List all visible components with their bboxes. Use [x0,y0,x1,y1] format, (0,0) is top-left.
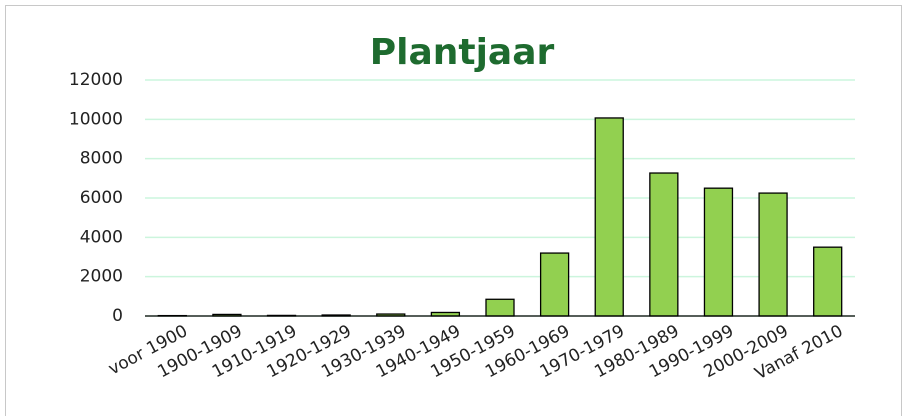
chart-border [5,5,902,416]
y-tick-label: 6000 [80,188,123,208]
bar [539,252,570,317]
bar [703,187,734,317]
bar [813,246,843,317]
y-tick-label: 10000 [69,109,123,129]
bar [485,298,515,317]
y-tick-label: 0 [112,306,123,326]
y-tick-label: 2000 [80,267,123,287]
y-tick-label: 12000 [69,70,123,90]
y-tick-label: 4000 [80,227,123,247]
bar [758,192,788,317]
chart-title: Plantjaar [370,32,555,73]
y-tick-label: 8000 [80,149,123,169]
bar [649,172,679,317]
bar [594,117,624,317]
